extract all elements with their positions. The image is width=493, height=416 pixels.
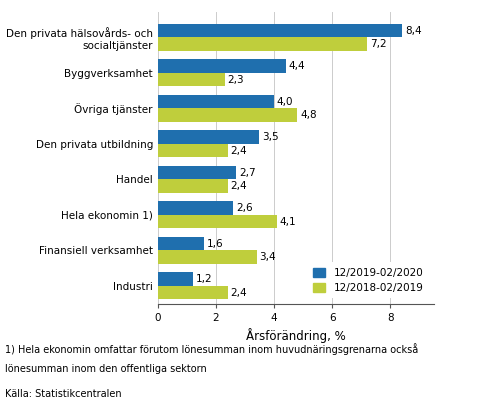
Text: lönesumman inom den offentliga sektorn: lönesumman inom den offentliga sektorn xyxy=(5,364,207,374)
Text: 2,3: 2,3 xyxy=(227,74,244,84)
Text: Källa: Statistikcentralen: Källa: Statistikcentralen xyxy=(5,389,122,399)
Bar xyxy=(158,108,297,122)
X-axis label: Årsförändring, %: Årsförändring, % xyxy=(246,328,346,343)
Text: 4,4: 4,4 xyxy=(288,61,305,71)
Bar xyxy=(158,59,285,73)
Bar xyxy=(158,73,225,87)
Bar xyxy=(158,286,227,300)
Bar xyxy=(158,95,274,108)
Text: 4,8: 4,8 xyxy=(300,110,317,120)
Bar xyxy=(158,37,367,51)
Bar xyxy=(158,215,277,228)
Text: 4,0: 4,0 xyxy=(277,97,293,106)
Bar xyxy=(158,272,193,286)
Text: 2,4: 2,4 xyxy=(230,288,247,298)
Legend: 12/2019-02/2020, 12/2018-02/2019: 12/2019-02/2020, 12/2018-02/2019 xyxy=(308,262,428,298)
Bar xyxy=(158,237,204,250)
Text: 3,5: 3,5 xyxy=(262,132,279,142)
Text: 1,6: 1,6 xyxy=(207,239,224,249)
Text: 2,7: 2,7 xyxy=(239,168,256,178)
Text: 1) Hela ekonomin omfattar förutom lönesumman inom huvudnäringsgrenarna också: 1) Hela ekonomin omfattar förutom lönesu… xyxy=(5,343,418,355)
Bar xyxy=(158,250,256,264)
Bar xyxy=(158,201,233,215)
Text: 8,4: 8,4 xyxy=(405,26,422,36)
Bar xyxy=(158,24,402,37)
Text: 4,1: 4,1 xyxy=(280,217,296,227)
Text: 2,4: 2,4 xyxy=(230,146,247,156)
Text: 7,2: 7,2 xyxy=(370,39,387,49)
Bar xyxy=(158,166,236,179)
Text: 2,6: 2,6 xyxy=(236,203,253,213)
Bar xyxy=(158,144,227,157)
Text: 2,4: 2,4 xyxy=(230,181,247,191)
Bar xyxy=(158,130,259,144)
Text: 3,4: 3,4 xyxy=(259,252,276,262)
Text: 1,2: 1,2 xyxy=(196,274,212,284)
Bar xyxy=(158,179,227,193)
